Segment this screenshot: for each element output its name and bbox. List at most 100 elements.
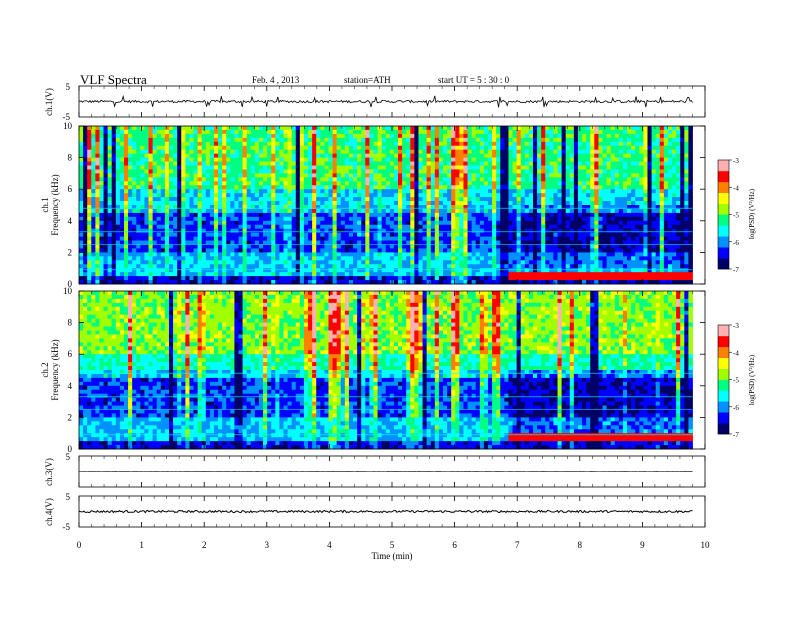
spectrogram-cell <box>569 189 575 194</box>
spectrogram-cell <box>631 193 636 198</box>
spectrogram-cell <box>87 149 92 155</box>
spectrogram-cell <box>447 133 452 139</box>
spectrogram-cell <box>222 240 227 245</box>
spectrogram-cell <box>504 165 509 170</box>
spectrogram-cell <box>680 208 685 214</box>
spectrogram-cell <box>144 232 149 237</box>
spectrogram-cell <box>684 161 689 166</box>
spectrogram-cell <box>299 169 305 174</box>
spectrogram-cell <box>463 248 468 253</box>
spectrogram-cell <box>201 161 207 166</box>
spectrogram-cell <box>111 173 117 178</box>
spectrogram-cell <box>242 169 248 174</box>
spectrogram-cell <box>283 240 288 245</box>
spectrogram-cell <box>667 133 673 139</box>
spectrogram-cell <box>385 248 391 253</box>
spectrogram-cell <box>688 137 693 143</box>
spectrogram-cell <box>291 133 297 139</box>
spectrogram-cell <box>398 216 403 222</box>
spectrogram-cell <box>438 133 444 139</box>
spectrogram-cell <box>651 224 657 230</box>
spectrogram-cell <box>492 133 497 139</box>
spectrogram-cell <box>614 220 620 226</box>
spectrogram-cell <box>123 126 129 131</box>
spectrogram-cell <box>279 185 284 190</box>
spectrogram-cell <box>631 173 636 178</box>
spectrogram-cell <box>537 177 542 182</box>
spectrogram-cell <box>524 157 530 162</box>
spectrogram-cell <box>487 173 493 178</box>
spectrogram-cell <box>639 145 644 151</box>
spectrogram-cell <box>590 224 595 230</box>
spectrogram-cell <box>173 208 178 214</box>
spectrogram-cell <box>279 236 284 241</box>
spectrogram-cell <box>582 126 587 131</box>
spectrogram-cell <box>381 248 387 253</box>
spectrogram-cell <box>99 141 104 147</box>
spectrogram-cell <box>561 189 567 194</box>
spectrogram-cell <box>160 141 166 147</box>
spectrogram-cell <box>205 141 211 147</box>
spectrogram-cell <box>324 228 329 234</box>
spectrogram-cell <box>381 205 387 210</box>
spectrogram-cell <box>361 161 366 166</box>
spectrogram-cell <box>659 248 665 253</box>
spectrogram-cell <box>168 205 174 210</box>
spectrogram-cell <box>99 248 104 253</box>
spectrogram-cell <box>672 197 677 202</box>
spectrogram-cell <box>152 189 158 194</box>
spectrogram-cell <box>667 165 673 170</box>
spectrogram-cell <box>144 149 149 155</box>
spectrogram-cell <box>406 181 411 186</box>
spectrogram-cell <box>434 212 440 218</box>
spectrogram-cell <box>479 165 485 170</box>
spectrogram-cell <box>103 201 109 206</box>
spectrogram-cell <box>545 201 550 206</box>
spectrogram-cell <box>532 224 538 230</box>
spectrogram-cell <box>377 236 383 241</box>
spectrogram-cell <box>639 201 644 206</box>
spectrogram-cell <box>504 161 509 166</box>
spectrogram-cell <box>111 129 117 135</box>
spectrogram-cell <box>185 153 190 158</box>
spectrogram-cell <box>520 149 526 155</box>
spectrogram-cell <box>83 185 88 190</box>
spectrogram-cell <box>254 157 260 162</box>
spectrogram-cell <box>316 197 321 202</box>
spectrogram-cell <box>140 177 145 182</box>
spectrogram-cell <box>152 252 158 257</box>
spectrogram-cell <box>463 157 468 162</box>
spectrogram-cell <box>168 224 174 230</box>
spectrogram-cell <box>573 157 579 162</box>
spectrogram-cell <box>95 177 100 182</box>
spectrogram-cell <box>361 224 366 230</box>
spectrogram-cell <box>590 244 595 249</box>
spectrogram-cell <box>659 236 665 241</box>
spectrogram-cell <box>447 157 452 162</box>
spectrogram-cell <box>242 126 248 131</box>
spectrogram-cell <box>156 129 162 135</box>
spectrogram-cell <box>500 212 505 218</box>
spectrogram-cell <box>590 248 595 253</box>
spectrogram-cell <box>287 201 293 206</box>
spectrogram-cell <box>492 173 497 178</box>
spectrogram-cell <box>680 173 685 178</box>
spectrogram-cell <box>688 252 693 257</box>
spectrogram-cell <box>606 141 612 147</box>
spectrogram-cell <box>672 149 677 155</box>
spectrogram-cell <box>479 185 485 190</box>
spectrogram-cell <box>557 161 562 166</box>
spectrogram-cell <box>348 232 354 237</box>
spectrogram-cell <box>659 212 665 218</box>
spectrogram-cell <box>402 193 407 198</box>
spectrogram-cell <box>410 252 415 257</box>
spectrogram-cell <box>263 129 268 135</box>
spectrogram-cell <box>181 220 186 226</box>
spectrogram-cell <box>553 232 558 237</box>
spectrogram-cell <box>209 169 215 174</box>
spectrogram-cell <box>598 193 603 198</box>
spectrogram-cell <box>545 149 550 155</box>
spectrogram-cell <box>218 216 223 222</box>
spectrogram-cell <box>500 181 505 186</box>
spectrogram-cell <box>508 137 513 143</box>
